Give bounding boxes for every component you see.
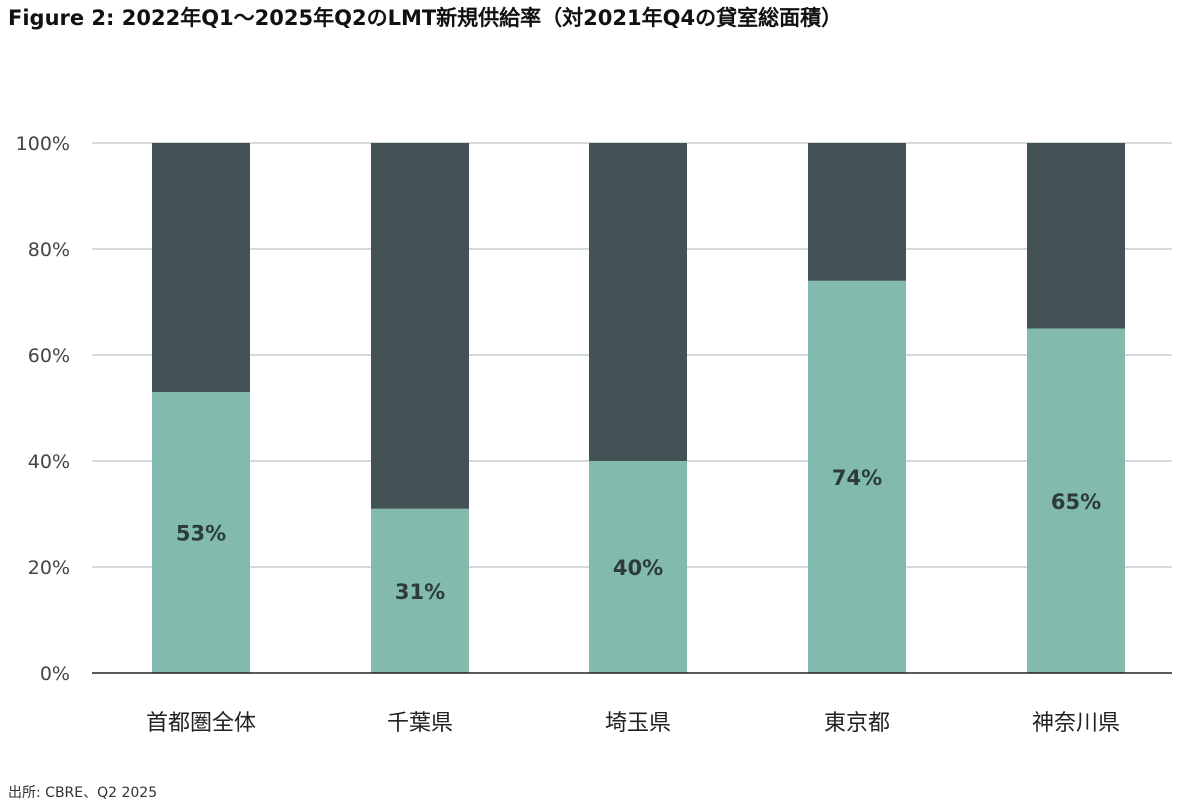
x-category-label: 東京都 [824, 711, 890, 736]
bar-upper [152, 143, 250, 393]
bar-lower [152, 392, 250, 673]
x-category-label: 千葉県 [387, 711, 453, 736]
bar-lower [589, 461, 687, 673]
data-label: 53% [176, 522, 226, 546]
bar-upper [589, 143, 687, 461]
chart-title: Figure 2: 2022年Q1〜2025年Q2のLMT新規供給率（対2021… [8, 6, 843, 30]
data-label: 40% [613, 556, 663, 580]
data-label: 31% [395, 580, 445, 604]
bar-upper [808, 143, 906, 281]
bar-lower [1027, 328, 1125, 673]
bar-lower [808, 280, 906, 673]
bar-upper [371, 143, 469, 509]
data-label: 65% [1051, 490, 1101, 514]
x-category-label: 首都圏全体 [146, 711, 256, 736]
y-tick-label: 80% [28, 239, 70, 261]
y-tick-label: 0% [40, 663, 70, 685]
y-tick-label: 60% [28, 345, 70, 367]
y-tick-label: 40% [28, 451, 70, 473]
source-note: 出所: CBRE、Q2 2025 [8, 785, 158, 801]
y-tick-label: 100% [16, 133, 70, 155]
y-tick-label: 20% [28, 557, 70, 579]
x-category-label: 神奈川県 [1032, 711, 1120, 736]
bar-upper [1027, 143, 1125, 329]
x-category-label: 埼玉県 [605, 711, 671, 736]
bar-lower [371, 508, 469, 673]
data-label: 74% [832, 466, 882, 490]
stacked-bar-chart: 0% 20% 40% 60% 80% 100% 53% 首都圏全体 31% 千葉県 40% 埼玉県 74… [16, 133, 1172, 736]
